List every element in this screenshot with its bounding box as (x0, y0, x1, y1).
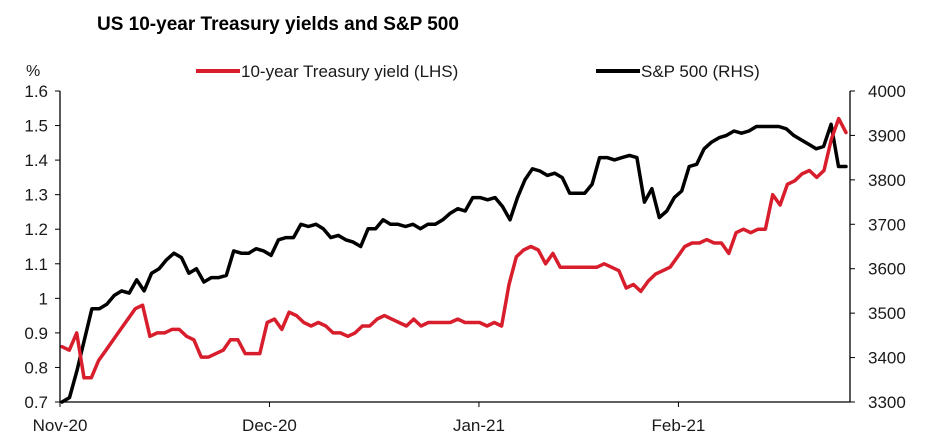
legend: 10-year Treasury yield (LHS) S&P 500 (RH… (196, 62, 760, 81)
left-tick-label: 0.7 (24, 393, 48, 412)
series-line-treasury-yield (60, 116, 848, 380)
left-tick-label: 1 (39, 289, 48, 308)
right-tick-label: 3300 (868, 393, 906, 412)
left-tick-label: 1.2 (24, 220, 48, 239)
left-tick-label: 1.5 (24, 117, 48, 136)
legend-label-treasury: 10-year Treasury yield (LHS) (241, 62, 458, 81)
right-tick-label: 3400 (868, 349, 906, 368)
right-tick-label: 3900 (868, 126, 906, 145)
axes (59, 91, 851, 403)
right-tick-label: 4000 (868, 82, 906, 101)
series-layer (60, 116, 848, 404)
left-tick-label: 1.3 (24, 186, 48, 205)
left-tick-label: 1.1 (24, 255, 48, 274)
right-tick-label: 3600 (868, 260, 906, 279)
legend-label-sp500: S&P 500 (RHS) (641, 62, 760, 81)
right-axis-ticks: 3300 3400 3500 3600 3700 3800 3900 4000 (850, 82, 906, 412)
left-tick-label: 0.8 (24, 358, 48, 377)
x-tick-label: Dec-20 (242, 416, 297, 435)
right-tick-label: 3800 (868, 171, 906, 190)
right-tick-label: 3500 (868, 304, 906, 323)
left-tick-label: 1.6 (24, 82, 48, 101)
right-tick-label: 3700 (868, 215, 906, 234)
x-tick-label: Jan-21 (453, 416, 505, 435)
x-axis-ticks: Nov-20 Dec-20 Jan-21 Feb-21 (33, 402, 705, 435)
left-axis-ticks: 0.7 0.8 0.9 1 1.1 1.2 1.3 1.4 1.5 1.6 (24, 82, 60, 412)
x-tick-label: Nov-20 (33, 416, 88, 435)
left-axis-unit: % (26, 63, 40, 80)
chart-title: US 10-year Treasury yields and S&P 500 (97, 14, 459, 35)
left-tick-label: 0.9 (24, 324, 48, 343)
left-tick-label: 1.4 (24, 151, 48, 170)
series-line-sp500 (60, 122, 848, 404)
x-tick-label: Feb-21 (651, 416, 705, 435)
